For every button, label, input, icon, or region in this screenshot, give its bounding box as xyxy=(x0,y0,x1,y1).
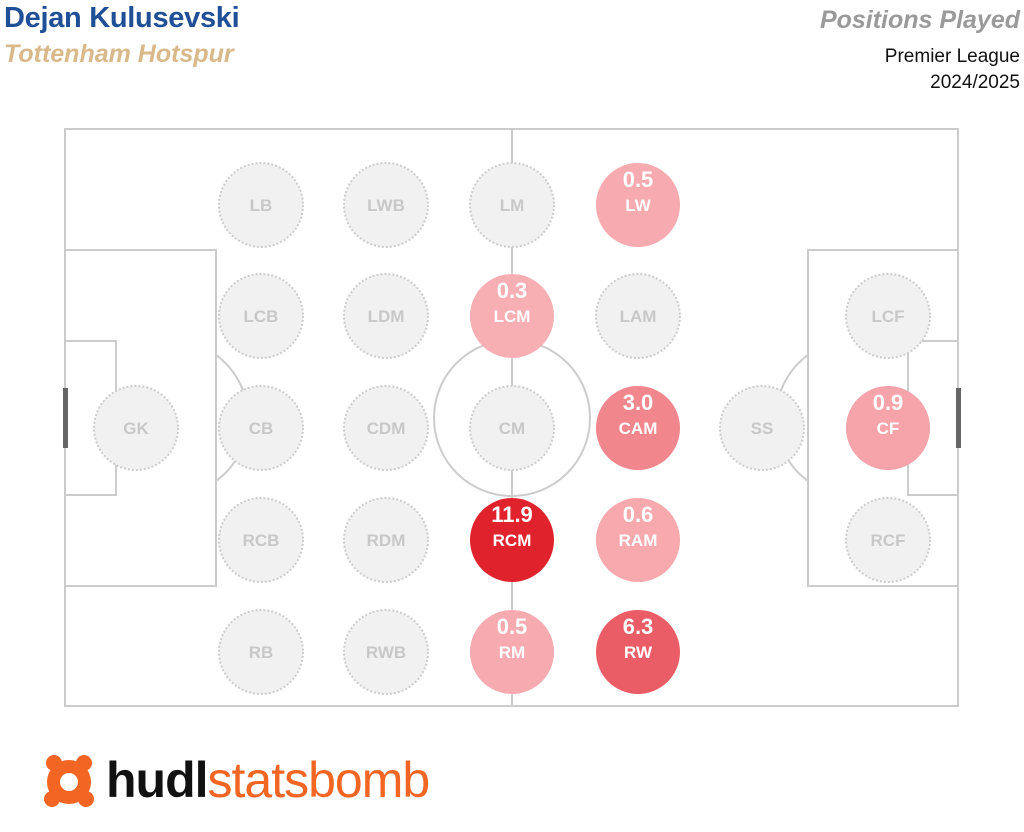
position-bubble xyxy=(470,274,554,358)
position-value: 6.3 xyxy=(623,614,654,639)
position-value: 0.3 xyxy=(497,278,528,303)
position-cf: 0.9 CF xyxy=(846,386,930,470)
position-bubble xyxy=(343,497,429,583)
position-rcm: 11.9 RCM xyxy=(470,498,554,582)
position-label: GK xyxy=(123,419,149,438)
position-label: LCF xyxy=(871,307,904,326)
position-label: LB xyxy=(250,196,273,215)
position-cdm: CDM xyxy=(343,385,429,471)
position-value: 0.9 xyxy=(873,390,904,415)
position-bubble xyxy=(218,273,304,359)
statsbomb-mark-icon xyxy=(44,755,94,807)
position-bubble xyxy=(218,162,304,248)
position-bubble xyxy=(469,385,555,471)
position-bubbles: LB LWB LM 0.5 LW LCB LDM 0.3 LCM LAM LCF GK CB CDM CM 3… xyxy=(93,162,931,695)
season-label: 2024/2025 xyxy=(930,72,1020,93)
position-label: CDM xyxy=(367,419,406,438)
position-bubble xyxy=(846,386,930,470)
position-label: LW xyxy=(625,196,651,215)
position-label: LCB xyxy=(244,307,279,326)
position-rw: 6.3 RW xyxy=(596,610,680,694)
position-bubble xyxy=(343,162,429,248)
position-lb: LB xyxy=(218,162,304,248)
position-bubble xyxy=(93,385,179,471)
left-goal xyxy=(63,388,68,448)
position-value: 0.6 xyxy=(623,502,654,527)
position-value: 3.0 xyxy=(623,390,654,415)
position-lcm: 0.3 LCM xyxy=(470,274,554,358)
position-lam: LAM xyxy=(595,273,681,359)
position-rcb: RCB xyxy=(218,497,304,583)
position-label: SS xyxy=(751,419,774,438)
position-lcb: LCB xyxy=(218,273,304,359)
position-lw: 0.5 LW xyxy=(596,163,680,247)
position-label: LCM xyxy=(494,307,531,326)
position-label: LM xyxy=(500,196,525,215)
position-lcf: LCF xyxy=(845,273,931,359)
position-bubble xyxy=(595,273,681,359)
position-bubble xyxy=(719,385,805,471)
position-label: RCB xyxy=(243,531,280,550)
position-label: RAM xyxy=(619,531,658,550)
position-label: CM xyxy=(499,419,525,438)
position-label: RDM xyxy=(367,531,406,550)
right-goal xyxy=(956,388,961,448)
position-rwb: RWB xyxy=(343,609,429,695)
pitch-chart: LB LWB LM 0.5 LW LCB LDM 0.3 LCM LAM LCF GK CB CDM CM 3… xyxy=(63,128,961,707)
position-label: CB xyxy=(249,419,274,438)
position-label: LAM xyxy=(620,307,657,326)
position-bubble xyxy=(596,386,680,470)
logo-hudl-text: hudl xyxy=(106,752,209,808)
position-value: 11.9 xyxy=(491,502,533,527)
position-bubble xyxy=(470,610,554,694)
position-value: 0.5 xyxy=(497,614,528,639)
logo-statsbomb-text: statsbomb xyxy=(207,752,431,808)
position-bubble xyxy=(343,385,429,471)
position-bubble xyxy=(845,273,931,359)
position-label: RCM xyxy=(493,531,532,550)
position-bubble xyxy=(470,498,554,582)
position-rcf: RCF xyxy=(845,497,931,583)
position-label: LWB xyxy=(367,196,405,215)
position-label: CAM xyxy=(619,419,658,438)
player-name: Dejan Kulusevski xyxy=(4,2,240,34)
position-label: RW xyxy=(624,643,653,662)
position-bubble xyxy=(596,163,680,247)
position-label: RWB xyxy=(366,643,406,662)
position-bubble xyxy=(596,498,680,582)
position-label: RCF xyxy=(871,531,906,550)
position-label: CF xyxy=(877,419,900,438)
position-cam: 3.0 CAM xyxy=(596,386,680,470)
position-label: RM xyxy=(499,643,525,662)
position-bubble xyxy=(218,385,304,471)
position-ss: SS xyxy=(719,385,805,471)
position-rdm: RDM xyxy=(343,497,429,583)
position-lm: LM xyxy=(469,162,555,248)
position-bubble xyxy=(845,497,931,583)
hudl-statsbomb-logo: hudlstatsbomb xyxy=(40,740,431,820)
position-bubble xyxy=(596,610,680,694)
team-name: Tottenham Hotspur xyxy=(4,40,234,68)
position-bubble xyxy=(218,609,304,695)
position-rm: 0.5 RM xyxy=(470,610,554,694)
competition-label: Premier League xyxy=(884,46,1020,67)
position-ldm: LDM xyxy=(343,273,429,359)
position-bubble xyxy=(343,273,429,359)
position-bubble xyxy=(469,162,555,248)
position-bubble xyxy=(218,497,304,583)
position-bubble xyxy=(343,609,429,695)
position-ram: 0.6 RAM xyxy=(596,498,680,582)
position-value: 0.5 xyxy=(623,167,654,192)
position-cm: CM xyxy=(469,385,555,471)
position-rb: RB xyxy=(218,609,304,695)
position-lwb: LWB xyxy=(343,162,429,248)
position-gk: GK xyxy=(93,385,179,471)
position-label: LDM xyxy=(368,307,405,326)
position-cb: CB xyxy=(218,385,304,471)
logo-wordmark: hudlstatsbomb xyxy=(106,752,431,808)
position-label: RB xyxy=(249,643,274,662)
chart-title: Positions Played xyxy=(819,6,1020,34)
